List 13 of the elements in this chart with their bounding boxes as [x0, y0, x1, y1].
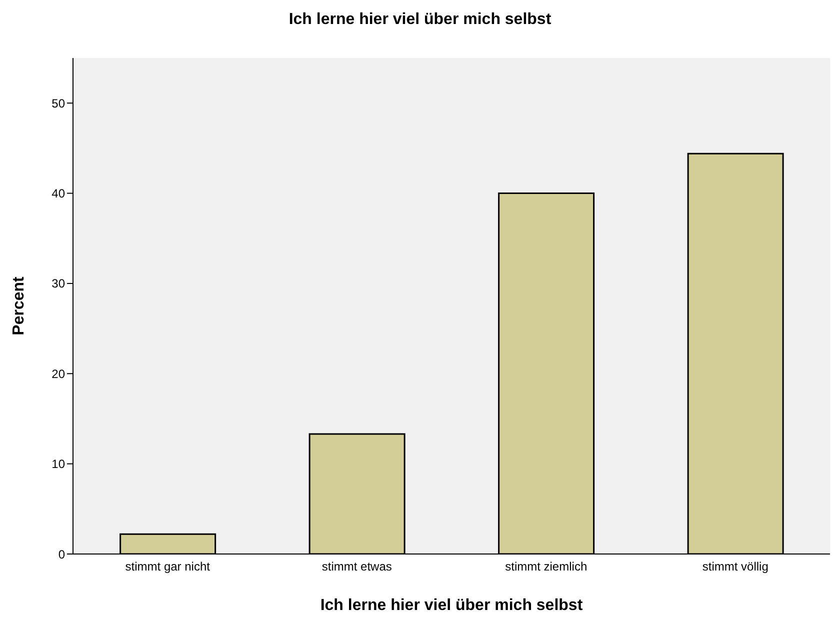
y-tick-label: 40 — [52, 186, 66, 201]
x-tick-label: stimmt ziemlich — [505, 560, 588, 574]
y-tick-label: 50 — [52, 96, 66, 110]
x-tick-label: stimmt gar nicht — [125, 560, 211, 574]
y-tick-label: 20 — [52, 366, 66, 381]
y-axis-title: Percent — [10, 276, 28, 336]
y-tick-label: 0 — [58, 547, 66, 562]
x-tick-label: stimmt völlig — [702, 560, 768, 574]
x-tick-label: stimmt etwas — [322, 560, 392, 574]
y-tick-label: 30 — [52, 276, 66, 291]
chart-title: Ich lerne hier viel über mich selbst — [288, 10, 552, 30]
y-tick-label: 10 — [52, 457, 66, 472]
x-axis-title: Ich lerne hier viel über mich selbst — [320, 597, 584, 614]
